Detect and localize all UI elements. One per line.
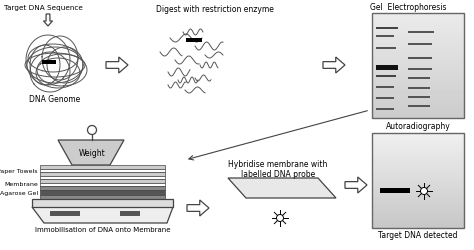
- Bar: [380, 188, 410, 193]
- Bar: [40, 165, 165, 169]
- Bar: [40, 179, 165, 183]
- Bar: [408, 43, 432, 44]
- Bar: [40, 172, 165, 176]
- Polygon shape: [58, 140, 124, 165]
- Text: Immobilisation of DNA onto Membrane: Immobilisation of DNA onto Membrane: [35, 227, 170, 233]
- Bar: [372, 13, 464, 118]
- Polygon shape: [323, 57, 345, 73]
- Text: Target DNA detected: Target DNA detected: [378, 231, 458, 240]
- Bar: [376, 35, 394, 36]
- Polygon shape: [345, 177, 367, 193]
- Polygon shape: [106, 57, 128, 73]
- Polygon shape: [187, 200, 209, 216]
- Bar: [376, 65, 398, 70]
- Bar: [40, 169, 165, 172]
- Bar: [40, 195, 165, 199]
- Text: Membrane: Membrane: [4, 182, 38, 186]
- Text: Paper Towels: Paper Towels: [0, 168, 38, 173]
- Bar: [408, 31, 434, 32]
- Bar: [376, 27, 398, 29]
- Bar: [408, 68, 432, 70]
- Polygon shape: [44, 14, 53, 26]
- Bar: [376, 97, 394, 98]
- Text: Autoradiography: Autoradiography: [386, 122, 450, 131]
- Circle shape: [420, 188, 428, 194]
- Text: Digest with restriction enzyme: Digest with restriction enzyme: [156, 5, 274, 14]
- Text: Agarose Gel: Agarose Gel: [0, 190, 38, 196]
- Bar: [186, 38, 202, 42]
- Bar: [376, 86, 394, 88]
- Text: Target DNA Sequence: Target DNA Sequence: [4, 5, 83, 11]
- Text: Gel  Electrophoresis: Gel Electrophoresis: [370, 3, 447, 12]
- Bar: [376, 108, 394, 110]
- Bar: [376, 47, 396, 48]
- Bar: [42, 60, 56, 64]
- Bar: [372, 133, 464, 228]
- Bar: [408, 57, 432, 58]
- Bar: [408, 96, 430, 98]
- Bar: [40, 176, 165, 179]
- Circle shape: [88, 126, 97, 134]
- Polygon shape: [228, 178, 336, 198]
- Text: DNA Genome: DNA Genome: [29, 95, 81, 104]
- Bar: [40, 190, 165, 195]
- Bar: [408, 87, 430, 88]
- Polygon shape: [32, 207, 173, 223]
- Bar: [50, 211, 80, 216]
- Bar: [408, 105, 430, 106]
- Bar: [408, 77, 430, 78]
- Circle shape: [276, 214, 283, 222]
- Bar: [376, 75, 396, 76]
- Bar: [40, 183, 165, 186]
- Bar: [40, 186, 165, 190]
- Bar: [120, 211, 140, 216]
- Bar: [32, 199, 173, 207]
- Text: Hybridise membrane with
labelled DNA probe: Hybridise membrane with labelled DNA pro…: [228, 160, 328, 180]
- Text: Weight: Weight: [79, 148, 105, 158]
